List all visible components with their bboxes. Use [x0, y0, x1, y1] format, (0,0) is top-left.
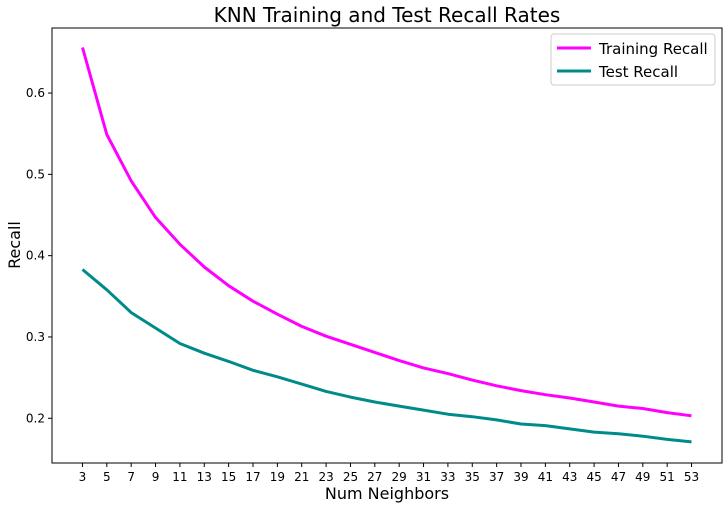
plot-area-frame — [51, 27, 723, 464]
legend: Training Recall Test Recall — [550, 33, 716, 86]
y-axis-label: Recall — [5, 221, 24, 269]
x-tick-label: 37 — [489, 470, 504, 484]
x-tick-label: 5 — [103, 470, 111, 484]
y-tick-label: 0.3 — [26, 330, 45, 344]
x-tick-label: 43 — [562, 470, 577, 484]
series-line-test-recall — [81, 268, 692, 444]
y-tick-label: 0.2 — [26, 411, 45, 425]
x-tick-label: 31 — [416, 470, 431, 484]
y-axis: 0.2 0.3 0.4 0.5 0.6 — [26, 86, 52, 425]
x-tick-label: 21 — [294, 470, 309, 484]
chart-title: KNN Training and Test Recall Rates — [214, 3, 561, 27]
x-axis: 3 5 7 9 11 13 15 17 19 21 23 25 27 29 31 33 35 37 39 41 43 45… — [79, 463, 699, 484]
x-tick-label: 47 — [611, 470, 626, 484]
x-tick-label: 27 — [367, 470, 382, 484]
x-tick-label: 33 — [440, 470, 455, 484]
y-tick-label: 0.6 — [26, 86, 45, 100]
x-tick-label: 49 — [635, 470, 650, 484]
x-tick-label: 45 — [586, 470, 601, 484]
series-layer — [81, 47, 692, 444]
x-tick-label: 39 — [513, 470, 528, 484]
legend-frame — [550, 33, 716, 86]
x-tick-label: 3 — [79, 470, 87, 484]
x-tick-label: 53 — [684, 470, 699, 484]
x-tick-label: 51 — [660, 470, 675, 484]
x-tick-label: 9 — [152, 470, 160, 484]
series-line-training-recall — [81, 47, 692, 418]
x-tick-label: 13 — [197, 470, 212, 484]
x-tick-label: 23 — [318, 470, 333, 484]
x-tick-label: 7 — [127, 470, 135, 484]
x-tick-label: 19 — [270, 470, 285, 484]
x-tick-label: 35 — [465, 470, 480, 484]
x-tick-label: 41 — [538, 470, 553, 484]
x-axis-label: Num Neighbors — [325, 484, 449, 503]
x-tick-label: 29 — [392, 470, 407, 484]
legend-label-training: Training Recall — [598, 40, 708, 58]
x-tick-label: 17 — [245, 470, 260, 484]
y-tick-label: 0.5 — [26, 167, 45, 181]
x-tick-label: 15 — [221, 470, 236, 484]
x-tick-label: 11 — [172, 470, 187, 484]
legend-label-test: Test Recall — [598, 63, 678, 81]
x-tick-label: 25 — [343, 470, 358, 484]
y-tick-label: 0.4 — [26, 249, 45, 263]
